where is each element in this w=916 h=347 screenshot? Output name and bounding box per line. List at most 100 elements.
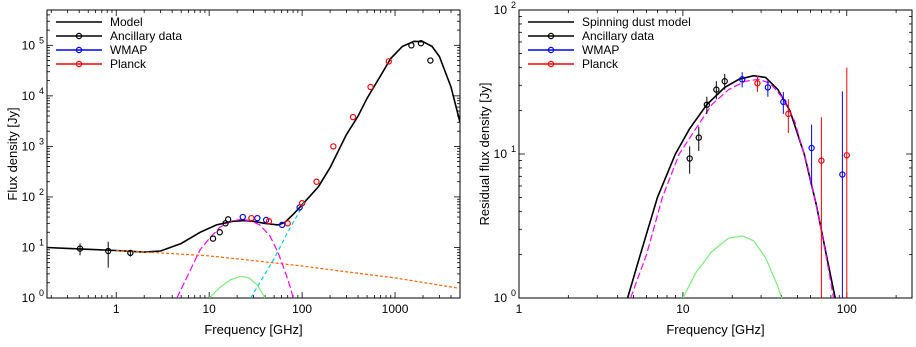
legend-item: Ancillary data <box>528 29 654 43</box>
data-point-wmap <box>808 144 815 152</box>
y-tick-exponent: 5 <box>39 35 44 45</box>
y-tick-exponent: 2 <box>39 187 44 197</box>
y-tick-exponent: 0 <box>511 288 516 298</box>
data-point-planck <box>385 58 393 65</box>
y-tick-label: 10 <box>494 3 508 17</box>
series-line-free-free <box>116 249 460 289</box>
data-point-wmap <box>839 171 846 178</box>
data-point-ancillary-data <box>713 86 720 93</box>
data-point-planck <box>843 152 850 159</box>
data-point-planck <box>349 113 357 121</box>
y-tick-exponent: 0 <box>39 288 44 298</box>
legend-item: Ancillary data <box>56 29 182 43</box>
x-tick-label: 1 <box>516 302 523 316</box>
y-tick-label: 10 <box>22 240 36 254</box>
y-tick-label: 10 <box>494 147 508 161</box>
legend-item: Planck <box>56 57 147 71</box>
data-point-wmap <box>764 84 772 91</box>
data-point-ancillary-data <box>105 247 112 255</box>
data-point-ancillary-data <box>127 249 134 257</box>
plot-area <box>47 40 460 298</box>
y-tick-exponent: 1 <box>39 237 44 247</box>
x-tick-label: 1 <box>113 302 120 316</box>
legend-label: Planck <box>110 57 147 71</box>
y-tick-label: 10 <box>22 89 36 103</box>
legend-swatch-marker <box>75 32 83 40</box>
data-point-planck <box>248 214 255 222</box>
plot-frame <box>518 9 913 299</box>
data-point-ancillary-data <box>695 134 702 141</box>
legend-label: Model <box>110 15 143 29</box>
legend-item: Model <box>56 15 143 29</box>
y-tick-label: 10 <box>22 139 36 153</box>
legend-item: WMAP <box>56 43 147 57</box>
x-tick-label: 10 <box>676 302 690 316</box>
data-point-wmap <box>278 221 286 229</box>
y-tick-label: 10 <box>22 38 36 52</box>
y-axis-label: Residual flux density [Jy] <box>477 82 492 225</box>
y-tick-exponent: 1 <box>511 144 516 154</box>
y-tick-exponent: 4 <box>39 86 44 96</box>
series-line-spinning-dust <box>176 218 294 298</box>
series-line-spinning-dust-model <box>626 74 836 298</box>
data-point-ancillary-data <box>216 229 223 236</box>
data-point-ancillary-data <box>417 40 425 47</box>
legend-label: Ancillary data <box>110 29 182 43</box>
data-point-wmap <box>254 214 261 222</box>
y-tick-exponent: 2 <box>511 0 516 10</box>
y-tick-label: 10 <box>494 291 508 305</box>
series-line-thermal-dust <box>250 198 307 298</box>
y-axis-label: Flux density [Jy] <box>5 107 20 200</box>
legend-swatch-marker <box>547 32 555 40</box>
data-point-ancillary-data <box>703 101 711 108</box>
legend-item: Planck <box>528 57 619 71</box>
x-tick-label: 100 <box>292 302 312 316</box>
data-point-planck <box>284 220 291 227</box>
data-point-ancillary-data <box>686 155 693 162</box>
data-point-planck <box>818 157 825 164</box>
data-point-ancillary-data <box>224 216 232 223</box>
data-point-ancillary-data <box>721 78 728 85</box>
x-tick-label: 100 <box>837 302 857 316</box>
data-point-ancillary-data <box>209 235 217 242</box>
legend-label: WMAP <box>582 43 619 57</box>
data-point-wmap <box>738 76 746 83</box>
data-point-planck <box>298 200 306 207</box>
series-line-cmb <box>208 275 266 298</box>
legend-label: Spinning dust model <box>582 15 691 29</box>
data-point-wmap <box>780 98 787 106</box>
legend-label: Planck <box>582 57 619 71</box>
legend-item: WMAP <box>528 43 619 57</box>
data-point-ancillary-data <box>427 57 434 64</box>
legend-swatch-marker <box>75 46 83 54</box>
legend-swatch-marker <box>547 46 555 54</box>
data-point-wmap <box>239 213 246 221</box>
data-point-planck <box>265 218 273 225</box>
y-tick-label: 10 <box>22 291 36 305</box>
data-point-ancillary-data <box>408 42 415 49</box>
x-tick-label: 1000 <box>382 302 409 316</box>
series-line-model <box>47 40 460 253</box>
plot-area <box>626 67 850 298</box>
legend-label: WMAP <box>110 43 147 57</box>
series-line-cmb <box>682 235 783 298</box>
data-point-planck <box>785 110 792 118</box>
legend-swatch-marker <box>547 60 555 68</box>
legend-label: Ancillary data <box>582 29 654 43</box>
legend-item: Spinning dust model <box>528 15 691 29</box>
data-point-planck <box>330 143 337 150</box>
plot-frame <box>46 9 461 299</box>
x-tick-label: 10 <box>202 302 216 316</box>
data-point-planck <box>367 83 374 91</box>
data-point-ancillary-data <box>76 245 84 252</box>
y-tick-exponent: 3 <box>39 136 44 146</box>
y-tick-label: 10 <box>22 190 36 204</box>
x-axis-label: Frequency [GHz] <box>666 322 764 337</box>
x-axis-label: Frequency [GHz] <box>204 322 302 337</box>
legend-swatch-marker <box>75 60 83 68</box>
data-point-planck <box>754 80 761 87</box>
